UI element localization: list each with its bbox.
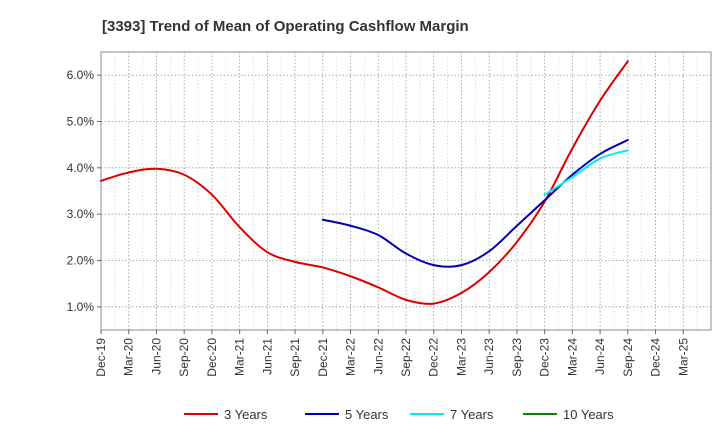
x-tick-label: Dec-20 xyxy=(205,338,219,377)
x-tick-label: Dec-19 xyxy=(94,338,108,377)
x-tick-label: Dec-23 xyxy=(538,338,552,377)
x-tick-label: Jun-23 xyxy=(482,338,496,375)
x-tick-label: Mar-20 xyxy=(122,338,136,376)
series-line-5-years xyxy=(321,139,629,268)
y-tick-label: 6.0% xyxy=(67,68,95,82)
legend-label-3-years: 3 Years xyxy=(224,407,268,422)
x-tick-label: Mar-25 xyxy=(676,338,690,376)
x-tick-label: Jun-22 xyxy=(371,338,385,375)
x-tick-label: Sep-23 xyxy=(510,338,524,377)
y-tick-label: 1.0% xyxy=(67,300,95,314)
x-tick-label: Sep-20 xyxy=(177,338,191,377)
legend: 3 Years 5 Years 7 Years 10 Years xyxy=(184,407,614,422)
x-tick-label: Sep-24 xyxy=(621,338,635,377)
x-tick-label: Dec-21 xyxy=(316,338,330,377)
x-tick-label: Mar-21 xyxy=(233,338,247,376)
plot-frame xyxy=(100,51,712,331)
x-tick-label: Sep-22 xyxy=(399,338,413,377)
legend-label-10-years: 10 Years xyxy=(563,407,614,422)
x-tick-label: Mar-24 xyxy=(565,338,579,376)
x-tick-label: Jun-24 xyxy=(593,338,607,375)
y-tick-label: 5.0% xyxy=(67,115,95,129)
x-tick-label: Jun-20 xyxy=(149,338,163,375)
series-line-7-years xyxy=(543,149,629,196)
x-tick-label: Mar-23 xyxy=(454,338,468,376)
x-tick-label: Jun-21 xyxy=(260,338,274,375)
legend-label-5-years: 5 Years xyxy=(345,407,389,422)
x-tick-label: Mar-22 xyxy=(344,338,358,376)
plot-area: 1.0% 2.0% 3.0% 4.0% 5.0% 6.0% Dec-19 Mar-20 Jun-… xyxy=(67,51,712,377)
chart-title: [3393] Trend of Mean of Operating Cashfl… xyxy=(102,18,469,35)
x-tick-label: Sep-21 xyxy=(288,338,302,377)
x-tick-label: Dec-24 xyxy=(649,338,663,377)
series-line-3-years xyxy=(100,60,629,305)
x-tick-label: Dec-22 xyxy=(427,338,441,377)
y-tick-label: 2.0% xyxy=(67,254,95,268)
y-tick-label: 3.0% xyxy=(67,207,95,221)
y-tick-label: 4.0% xyxy=(67,161,95,175)
legend-label-7-years: 7 Years xyxy=(450,407,494,422)
